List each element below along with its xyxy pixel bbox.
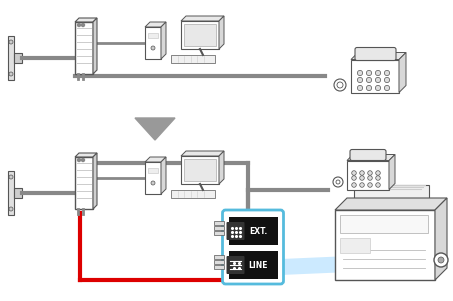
Bar — [347, 160, 389, 190]
Circle shape — [77, 23, 81, 26]
Polygon shape — [161, 22, 166, 59]
Polygon shape — [281, 252, 441, 275]
Bar — [145, 27, 161, 59]
Circle shape — [368, 183, 372, 187]
FancyBboxPatch shape — [226, 222, 245, 240]
Circle shape — [82, 23, 85, 26]
Bar — [184, 159, 216, 181]
Circle shape — [376, 171, 380, 175]
Polygon shape — [347, 154, 395, 160]
FancyBboxPatch shape — [350, 150, 386, 160]
Bar — [340, 238, 370, 253]
Circle shape — [352, 171, 356, 175]
Circle shape — [376, 77, 381, 83]
Bar — [145, 162, 161, 194]
Bar — [213, 226, 223, 230]
Bar — [171, 55, 215, 63]
Circle shape — [368, 176, 372, 180]
Polygon shape — [145, 157, 166, 162]
Polygon shape — [399, 52, 406, 92]
Bar — [184, 24, 216, 46]
Circle shape — [368, 171, 372, 175]
Circle shape — [357, 70, 362, 76]
Circle shape — [151, 46, 155, 50]
Circle shape — [385, 85, 390, 91]
Bar — [213, 231, 223, 235]
Bar — [14, 188, 22, 198]
Circle shape — [360, 171, 364, 175]
Circle shape — [9, 207, 13, 211]
Bar — [340, 215, 428, 233]
Bar — [353, 185, 429, 211]
Circle shape — [366, 77, 371, 83]
Polygon shape — [351, 52, 406, 60]
Circle shape — [376, 70, 381, 76]
Circle shape — [9, 40, 13, 44]
Polygon shape — [219, 151, 224, 184]
Polygon shape — [435, 198, 447, 280]
Polygon shape — [161, 157, 166, 194]
Circle shape — [434, 253, 448, 267]
Bar — [181, 21, 219, 49]
Polygon shape — [8, 36, 14, 80]
Text: LINE: LINE — [248, 260, 268, 269]
Circle shape — [376, 176, 380, 180]
Circle shape — [376, 183, 380, 187]
Polygon shape — [181, 16, 224, 21]
Circle shape — [366, 85, 371, 91]
Bar — [75, 22, 93, 74]
Bar — [148, 168, 158, 173]
Circle shape — [151, 181, 155, 185]
Circle shape — [366, 70, 371, 76]
Bar — [228, 217, 278, 245]
Circle shape — [360, 176, 364, 180]
Text: EXT.: EXT. — [249, 226, 267, 235]
Bar — [351, 60, 399, 92]
Polygon shape — [219, 16, 224, 49]
Circle shape — [357, 77, 362, 83]
Bar — [213, 260, 223, 264]
Circle shape — [438, 257, 444, 263]
Circle shape — [77, 159, 81, 162]
Bar — [213, 221, 223, 225]
Bar — [14, 53, 22, 63]
Polygon shape — [93, 18, 97, 74]
Bar — [75, 157, 93, 209]
FancyBboxPatch shape — [222, 210, 284, 284]
Circle shape — [360, 183, 364, 187]
Circle shape — [9, 72, 13, 76]
Bar — [228, 251, 278, 279]
Polygon shape — [335, 198, 447, 210]
Bar — [335, 210, 435, 280]
Bar — [171, 190, 215, 198]
Circle shape — [357, 85, 362, 91]
Circle shape — [9, 175, 13, 179]
Bar — [213, 255, 223, 259]
Bar — [213, 265, 223, 269]
Polygon shape — [389, 154, 395, 190]
Polygon shape — [181, 151, 224, 156]
Circle shape — [352, 183, 356, 187]
Circle shape — [385, 77, 390, 83]
Polygon shape — [145, 22, 166, 27]
Polygon shape — [93, 153, 97, 209]
Polygon shape — [75, 18, 97, 22]
Polygon shape — [8, 171, 14, 215]
Bar — [181, 156, 219, 184]
Circle shape — [376, 85, 381, 91]
Bar — [148, 33, 158, 38]
FancyBboxPatch shape — [226, 256, 245, 274]
Circle shape — [385, 70, 390, 76]
Polygon shape — [135, 118, 175, 140]
Polygon shape — [75, 153, 97, 157]
Circle shape — [82, 159, 85, 162]
Circle shape — [352, 176, 356, 180]
FancyBboxPatch shape — [355, 48, 396, 61]
